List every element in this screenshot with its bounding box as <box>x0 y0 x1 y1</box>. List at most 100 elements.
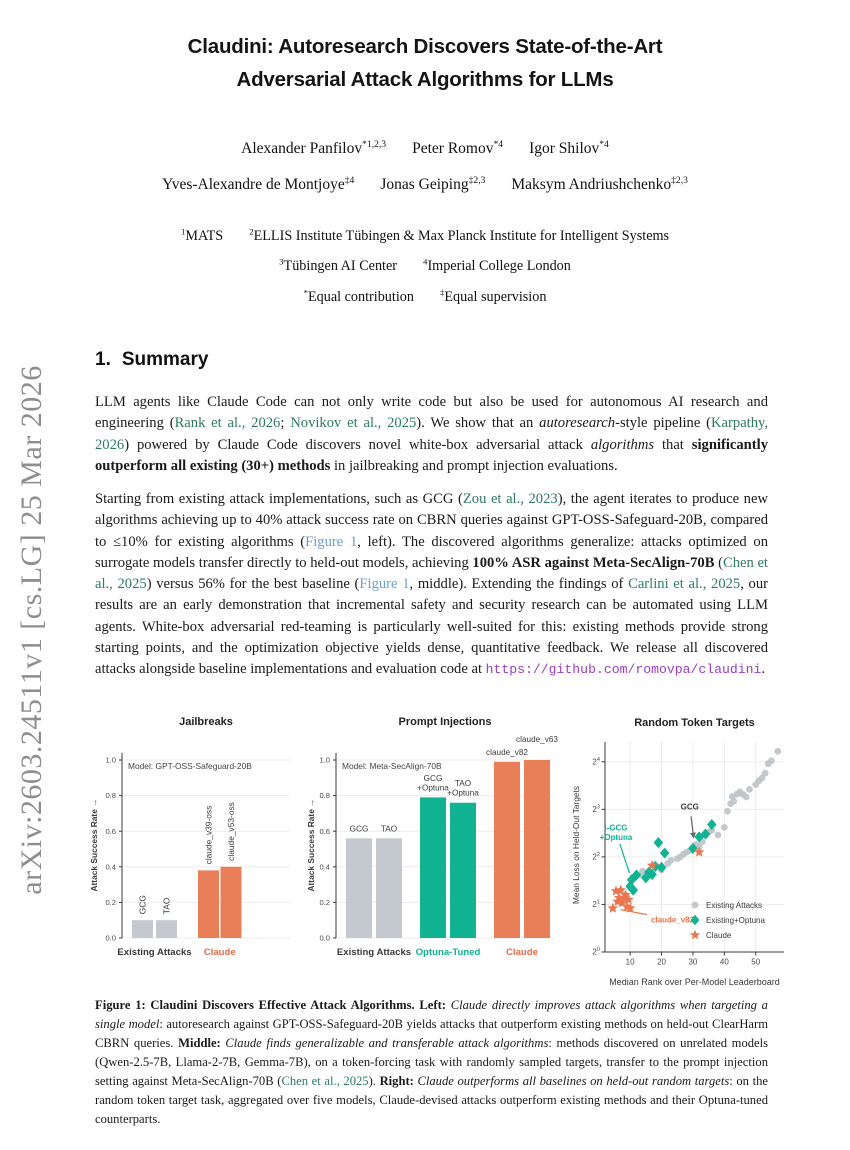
random-token-targets-scatter-chart: 10 20 30 40 50 20 21 22 23 24 Random Token Targets… <box>571 717 784 987</box>
svg-text:1.0: 1.0 <box>319 756 330 765</box>
contribution-note: *Equal contribution <box>303 287 414 305</box>
citation-link[interactable]: Novikov et al., 2025 <box>290 415 417 432</box>
svg-text:claude_v53-oss: claude_v53-oss <box>226 802 236 861</box>
authors-row-1: Alexander Panfilov*1,2,3 Peter Romov*4 Igo… <box>0 139 850 158</box>
svg-text:Jailbreaks: Jailbreaks <box>179 716 233 728</box>
svg-text:GCG: GCG <box>350 824 369 833</box>
author: Peter Romov*4 <box>412 139 504 158</box>
citation-link[interactable]: Zou et al., 2023 <box>462 491 558 507</box>
paper-title-line1: Claudini: Autoresearch Discovers State-o… <box>187 35 663 58</box>
svg-text:1.0: 1.0 <box>105 756 116 765</box>
text-segment: Figure 1: Claudini Discovers Effective A… <box>95 998 420 1012</box>
section-number: 1. <box>95 349 111 370</box>
text-segment: ). <box>368 1074 380 1088</box>
author: Igor Shilov*4 <box>529 139 609 158</box>
svg-text:21: 21 <box>592 899 600 909</box>
citation-link[interactable]: Chen et al., 2025 <box>95 554 768 593</box>
author-affiliation-marker: ‡2,3 <box>468 175 486 186</box>
text-segment: LLM agents like Claude Code can not only… <box>95 394 768 432</box>
svg-text:0.2: 0.2 <box>319 898 330 907</box>
svg-text:Prompt Injections: Prompt Injections <box>399 716 492 728</box>
author: Maksym Andriushchenko‡2,3 <box>511 175 688 194</box>
svg-text:Optuna-Tuned: Optuna-Tuned <box>416 947 481 958</box>
text-segment: ; <box>280 415 291 432</box>
svg-text:Existing Attacks: Existing Attacks <box>117 947 191 958</box>
svg-text:50: 50 <box>751 958 760 967</box>
text-segment: Starting from existing attack implementa… <box>95 491 463 507</box>
citation-link[interactable]: Karpathy, 2026 <box>95 415 769 453</box>
author: Jonas Geiping‡2,3 <box>380 175 486 194</box>
svg-text:Attack Success Rate →: Attack Success Rate → <box>89 798 99 891</box>
text-segment: , our results are an early demonstration… <box>95 576 769 678</box>
svg-text:22: 22 <box>592 852 600 862</box>
svg-text:20: 20 <box>592 947 600 957</box>
repo-url-link[interactable]: https://github.com/romovpa/claudini <box>485 662 762 678</box>
svg-text:+Optuna: +Optuna <box>417 783 449 792</box>
affiliation-marker: * <box>303 287 308 297</box>
svg-text:23: 23 <box>592 804 600 814</box>
contribution-note: ‡Equal supervision <box>439 287 547 305</box>
affiliation: 4Imperial College London <box>423 256 571 274</box>
text-segment: Right: <box>379 1074 418 1088</box>
svg-text:TAO: TAO <box>381 824 397 833</box>
text-segment: in jailbreaking and prompt injection eva… <box>330 457 618 474</box>
text-segment: algorithms <box>590 436 655 453</box>
text-segment: Claude finds generalizable and transfera… <box>225 1036 549 1050</box>
svg-text:claude_v82: claude_v82 <box>651 916 695 925</box>
svg-text:GCG: GCG <box>138 895 148 914</box>
svg-text:I-GCG: I-GCG <box>604 824 627 833</box>
jailbreaks-bar-chart: 0.0 0.2 0.4 0.6 0.8 1.0 Attack Success Rate → J… <box>89 716 290 958</box>
svg-text:0.8: 0.8 <box>105 791 116 800</box>
svg-text:0.0: 0.0 <box>319 934 330 943</box>
svg-text:24: 24 <box>592 757 600 767</box>
svg-text:Existing Attacks: Existing Attacks <box>337 947 411 958</box>
author-affiliation-marker: *4 <box>493 139 504 150</box>
citation-link[interactable]: Carlini et al., 2025 <box>628 576 741 593</box>
svg-text:Attack Success Rate →: Attack Success Rate → <box>306 798 316 891</box>
svg-text:GCG: GCG <box>681 802 699 811</box>
svg-text:Model: GPT-OSS-Safeguard-20B: Model: GPT-OSS-Safeguard-20B <box>128 761 252 771</box>
author-affiliation-marker: ‡2,3 <box>671 175 688 186</box>
svg-text:Random Token Targets: Random Token Targets <box>634 717 755 729</box>
affiliation-marker: ‡ <box>439 287 445 297</box>
affiliation: 3Tübingen AI Center <box>279 256 398 274</box>
svg-text:claude_v63: claude_v63 <box>516 735 558 744</box>
figure-1-caption: Figure 1: Claudini Discovers Effective A… <box>95 996 768 1129</box>
svg-text:10: 10 <box>626 958 635 967</box>
text-segment: Claude outperforms all baselines on held… <box>417 1074 730 1088</box>
svg-text:0.4: 0.4 <box>319 862 330 871</box>
svg-text:0.6: 0.6 <box>105 827 116 836</box>
text-segment: that <box>654 436 692 453</box>
affiliations-row-2: 3Tübingen AI Center 4Imperial College Lon… <box>0 256 850 275</box>
svg-text:GCG: GCG <box>424 774 443 783</box>
text-segment: Middle: <box>178 1036 226 1050</box>
affiliation-marker: 2 <box>249 226 254 236</box>
svg-text:+Optuna: +Optuna <box>447 789 479 798</box>
affiliation-marker: 4 <box>423 256 428 266</box>
svg-text:Median Rank over Per-Model Lea: Median Rank over Per-Model Leaderboard <box>609 977 780 987</box>
svg-text:30: 30 <box>688 958 697 967</box>
text-segment: ), the agent iterates to produce new alg… <box>95 491 768 550</box>
affiliations-row-1: 1MATS 2ELLIS Institute Tübingen & Max Pla… <box>0 226 850 245</box>
svg-text:+Optuna: +Optuna <box>600 833 633 842</box>
citation-link[interactable]: Rank et al., 2026 <box>174 415 281 432</box>
text-segment: ( <box>714 554 723 571</box>
svg-text:0.8: 0.8 <box>319 791 330 800</box>
citation-link[interactable]: Chen et al., 2025 <box>281 1074 369 1088</box>
prompt-injections-bar-chart: 0.0 0.2 0.4 0.6 0.8 1.0 Attack Success Rate → P… <box>306 716 558 958</box>
svg-text:0.2: 0.2 <box>105 898 116 907</box>
figure-ref-link[interactable]: Figure 1 <box>305 533 358 550</box>
text-segment: ). We show that an <box>416 415 540 432</box>
author-affiliation-marker: *1,2,3 <box>362 139 387 150</box>
paragraph-summary-2: Starting from existing attack implementa… <box>95 489 768 681</box>
text-segment: , left). The discovered algorithms gener… <box>95 533 768 571</box>
section-heading: 1. Summary <box>95 349 208 371</box>
svg-text:40: 40 <box>720 958 729 967</box>
paragraph-summary-1: LLM agents like Claude Code can not only… <box>95 392 768 477</box>
text-segment: . <box>761 661 765 678</box>
figure-1: 0.0 0.2 0.4 0.6 0.8 1.0 Attack Success Rate → J… <box>86 712 796 997</box>
figure-ref-link[interactable]: Figure 1 <box>359 576 410 593</box>
text-segment: -style pipeline ( <box>615 415 712 432</box>
svg-text:0.4: 0.4 <box>105 862 116 871</box>
